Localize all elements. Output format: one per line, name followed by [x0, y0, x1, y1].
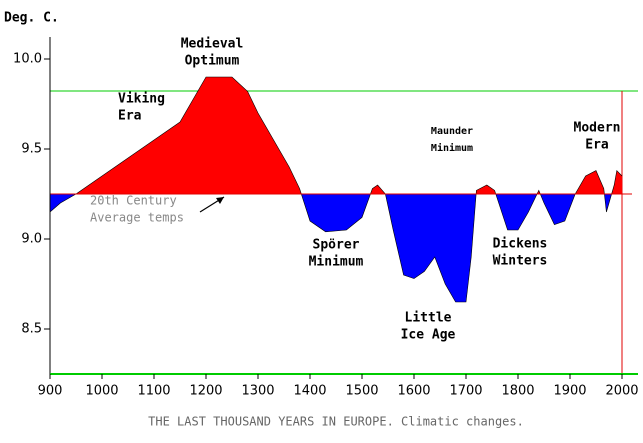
annotation: Little — [405, 311, 452, 326]
x-tick-label: 1200 — [189, 384, 222, 399]
x-tick-label: 2000 — [605, 384, 638, 399]
x-tick-label: 1700 — [449, 384, 482, 399]
annotation: Modern — [574, 121, 621, 136]
arrow-head — [216, 197, 224, 204]
y-tick-label: 9.5 — [21, 142, 42, 157]
x-tick-label: 1500 — [345, 384, 378, 399]
x-tick-label: 1400 — [293, 384, 326, 399]
x-tick-label: 1000 — [85, 384, 118, 399]
x-tick-label: 1100 — [137, 384, 170, 399]
annotation: Ice Age — [401, 328, 456, 343]
y-axis-label: Deg. C. — [4, 11, 59, 26]
annotation: Minimum — [309, 255, 364, 270]
x-tick-label: 900 — [38, 384, 63, 399]
x-tick-label: 1300 — [241, 384, 274, 399]
annotation: Average temps — [90, 211, 184, 225]
annotation: Dickens — [493, 237, 548, 252]
annotation: Spörer — [313, 238, 360, 253]
area-above — [50, 77, 622, 194]
y-tick-label: 8.5 — [21, 322, 42, 337]
annotation: Era — [585, 138, 609, 153]
line — [49, 76, 623, 303]
annotation: Optimum — [185, 54, 240, 69]
x-tick-label: 1900 — [553, 384, 586, 399]
y-tick-label: 10.0 — [13, 52, 42, 67]
annotation: Maunder — [431, 126, 473, 137]
annotation: Minimum — [431, 142, 473, 154]
annotation: Era — [118, 109, 142, 124]
x-tick-label: 1800 — [501, 384, 534, 399]
y-tick-label: 9.0 — [21, 232, 42, 247]
chart-title: THE LAST THOUSAND YEARS IN EUROPE. Clima… — [148, 415, 524, 429]
annotation: Viking — [118, 92, 165, 107]
x-tick-label: 1600 — [397, 384, 430, 399]
annotation: 20th Century — [90, 194, 177, 208]
annotation: Medieval — [181, 37, 244, 52]
annotation: Winters — [493, 254, 548, 269]
area-below — [50, 194, 622, 302]
